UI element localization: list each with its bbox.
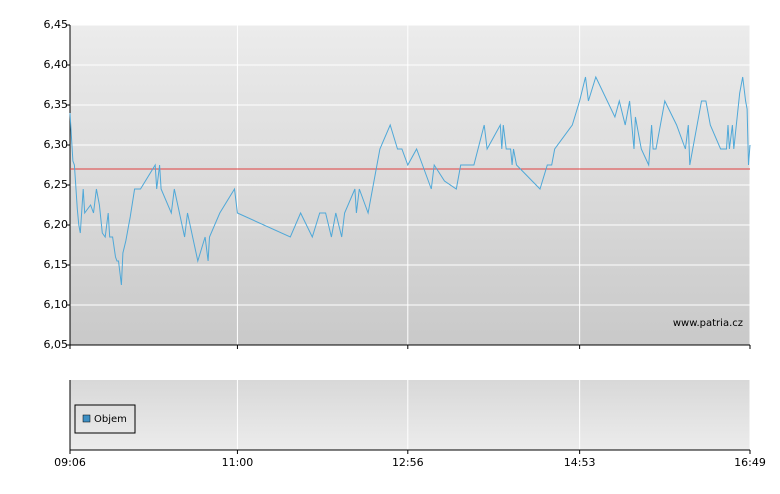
y-tick-label: 6,30 [44,138,69,151]
y-tick-label: 6,15 [44,258,69,271]
legend-label: Objem [94,414,127,425]
volume-area [70,380,750,450]
watermark: www.patria.cz [673,318,743,329]
x-tick-label: 12:56 [392,456,424,469]
legend-box [74,404,136,434]
y-tick-label: 6,05 [44,338,69,351]
x-tick-label: 16:49 [734,456,766,469]
y-tick-label: 6,40 [44,58,69,71]
x-tick-label: 11:00 [222,456,254,469]
y-tick-label: 6,20 [44,218,69,231]
legend-swatch [82,414,91,423]
x-tick-label: 09:06 [54,456,86,469]
x-tick-label: 14:53 [564,456,596,469]
price-line [69,75,751,286]
y-tick-label: 6,25 [44,178,69,191]
y-tick-label: 6,45 [44,18,69,31]
y-tick-label: 6,10 [44,298,69,311]
y-tick-label: 6,35 [44,98,69,111]
